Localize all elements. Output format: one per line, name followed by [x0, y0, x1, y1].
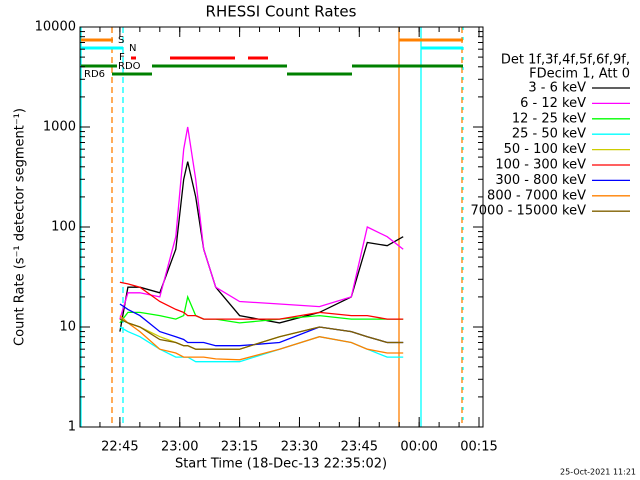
legend-header: FDecim 1, Att 0: [529, 67, 630, 82]
y-tick-label: 10: [59, 320, 76, 335]
x-tick-label: 23:15: [221, 440, 258, 455]
chart-title: RHESSI Count Rates: [206, 3, 357, 21]
y-tick-label: 1: [68, 420, 76, 435]
y-axis-label: Count Rate (s⁻¹ detector segment⁻¹): [13, 108, 28, 346]
data-line: [119, 315, 404, 361]
y-tick-label: 1000: [43, 120, 76, 135]
flag-label: F: [119, 52, 125, 63]
y-tick-label: 100: [51, 220, 76, 235]
legend-label: 12 - 25 keV: [512, 111, 586, 126]
data-line: [119, 281, 404, 320]
flag-label: N: [129, 43, 136, 54]
flag-labels: S N F RDO RD6: [84, 35, 141, 80]
markers: [80, 27, 464, 427]
legend-label: 50 - 100 keV: [504, 142, 587, 157]
data-line: [119, 318, 404, 350]
legend-label: 6 - 12 keV: [520, 96, 586, 111]
x-tick-label: 00:00: [400, 440, 437, 455]
legend-label: 800 - 7000 keV: [487, 188, 586, 203]
x-tick-label: 23:00: [161, 440, 198, 455]
flag-label: RD6: [84, 69, 105, 80]
legend-label: 300 - 800 keV: [495, 173, 586, 188]
legend-label: 100 - 300 keV: [495, 158, 586, 173]
x-tick-label: 00:15: [460, 440, 497, 455]
legend-label: 3 - 6 keV: [528, 81, 586, 96]
flag-label: RDO: [118, 61, 141, 72]
legend-label: 7000 - 15000 keV: [471, 204, 587, 219]
x-tick-label: 23:30: [281, 440, 318, 455]
x-tick-label: 22:45: [101, 440, 138, 455]
data-line: [119, 126, 404, 320]
legend-label: 25 - 50 keV: [512, 127, 586, 142]
footer: 25-Oct-2021 11:21: [560, 468, 636, 477]
x-axis-label: Start Time (18-Dec-13 22:35:02): [175, 457, 387, 472]
x-tick-label: 23:45: [341, 440, 378, 455]
legend-header: Det 1f,3f,4f,5f,6f,9f,: [501, 53, 630, 68]
y-tick-label: 10000: [35, 20, 76, 35]
flag-label: S: [118, 35, 124, 46]
flag-bars: [81, 38, 463, 76]
